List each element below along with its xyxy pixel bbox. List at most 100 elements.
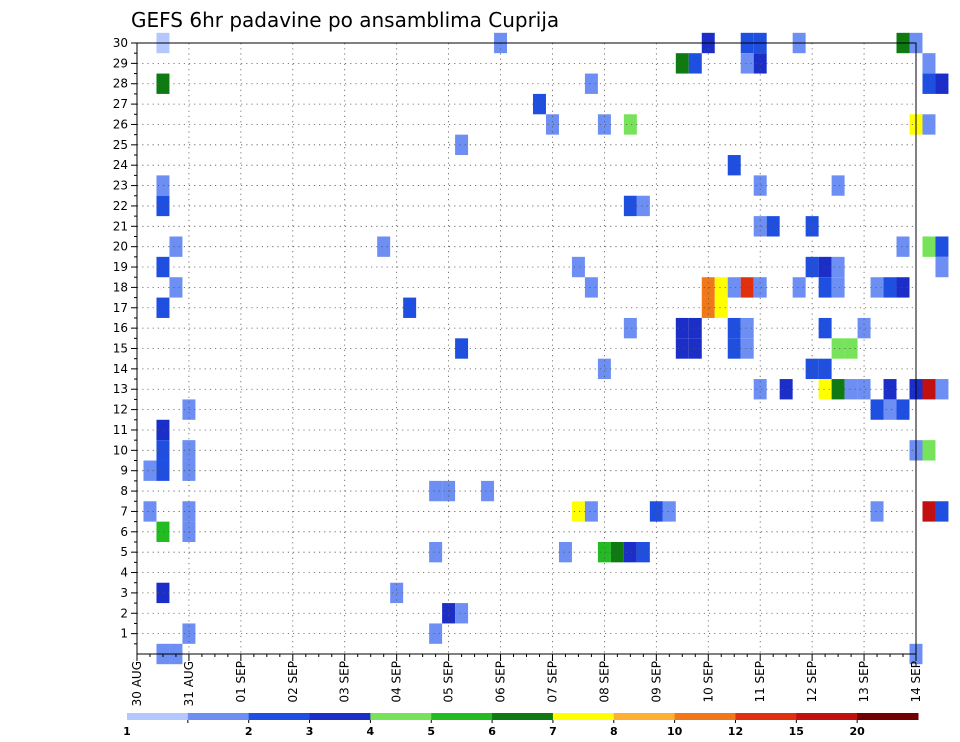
precip-cell [753,216,767,237]
precip-cell [597,114,611,135]
x-tick-label: 10 SEP [701,661,715,703]
precip-cell [688,53,702,74]
y-tick-label: 10 [113,443,128,457]
precip-cell [883,379,897,400]
precip-cell [870,277,884,298]
precip-cell [935,256,949,278]
precip-cell [922,53,936,74]
x-tick-label: 14 SEP [909,661,923,703]
legend-swatch [248,713,311,720]
precip-cell [455,338,469,359]
legend-label: 20 [849,725,865,738]
precip-cell [455,134,469,156]
x-tick-label: 02 SEP [286,661,300,703]
precip-cell [935,73,949,94]
x-tick-label: 31 AUG [182,661,196,706]
x-tick-label: 13 SEP [857,661,871,703]
precip-cell [636,195,650,217]
legend-swatch [796,713,858,720]
precip-cell [727,155,741,176]
precip-cell [169,236,183,257]
precip-cell [857,379,871,400]
precip-cell [844,338,858,359]
y-tick-label: 13 [113,382,128,396]
precip-cell [740,317,754,339]
x-tick-label: 04 SEP [390,661,404,703]
y-tick-label: 3 [120,586,128,600]
precip-cell [740,277,754,298]
cell-layer [143,32,949,665]
y-tick-label: 8 [120,484,128,498]
precip-cell [156,175,170,196]
x-tick-label: 12 SEP [805,661,819,703]
precip-cell [935,236,949,257]
precip-cell [831,379,845,400]
y-tick-label: 17 [113,301,128,315]
y-tick-label: 15 [113,342,128,356]
precip-cell [571,501,585,522]
legend-label: 1 [123,725,131,738]
legend-swatch [309,713,371,720]
y-tick-label: 20 [113,240,128,254]
legend-label: 6 [488,725,496,738]
precip-cell [870,501,884,522]
y-tick-label: 29 [113,56,128,70]
precip-cell [818,317,832,339]
x-tick-label: 06 SEP [494,661,508,703]
y-tick-label: 16 [113,321,128,335]
y-tick-label: 26 [113,117,128,131]
precip-cell [429,480,443,502]
legend-swatch [492,713,554,720]
legend-swatch [431,713,493,720]
precip-cell [156,73,170,94]
precip-cell [429,541,443,563]
y-tick-label: 6 [120,525,128,539]
y-tick-label: 12 [113,403,128,417]
precip-cell [701,297,715,318]
precip-cell [831,256,845,278]
x-tick-label: 07 SEP [545,661,559,703]
x-tick-label: 30 AUG [130,661,144,706]
precip-cell [623,114,637,135]
x-tick-label: 09 SEP [649,661,663,703]
precip-cell [935,501,949,522]
x-tick-label: 08 SEP [597,661,611,703]
y-tick-label: 18 [113,280,128,294]
y-tick-label: 19 [113,260,128,274]
y-tick-label: 22 [113,199,128,213]
precip-cell [922,440,936,461]
precip-cell [818,358,832,380]
precip-cell [792,277,806,298]
precip-cell [779,379,793,400]
precip-cell [922,73,936,94]
y-tick-label: 5 [120,545,128,559]
legend-swatch [613,713,676,720]
legend-swatch [857,713,919,720]
plot-frame [136,42,917,655]
precip-cell [935,379,949,400]
precip-cell [623,195,637,217]
precip-cell [922,379,936,400]
y-axis: 1234567891011121314151617181920212223242… [113,36,137,645]
precip-cell [532,93,546,115]
legend-swatch [187,713,250,720]
precip-cell [571,256,585,278]
grid-layer [137,42,916,654]
precip-cell [896,399,910,420]
precip-cell [558,541,572,563]
x-tick-label: 11 SEP [753,661,767,703]
precip-cell [805,358,819,380]
y-tick-label: 1 [120,627,128,641]
precip-cell [727,317,741,339]
legend-label: 8 [610,725,618,738]
precip-cell [727,338,741,359]
legend-label: 10 [667,725,683,738]
legend-label: 5 [427,725,435,738]
precip-cell [740,338,754,359]
legend-label: 15 [789,725,804,738]
y-tick-label: 30 [113,36,128,50]
precip-cell [675,317,689,339]
legend-swatch [735,713,797,720]
y-tick-label: 24 [113,158,128,172]
